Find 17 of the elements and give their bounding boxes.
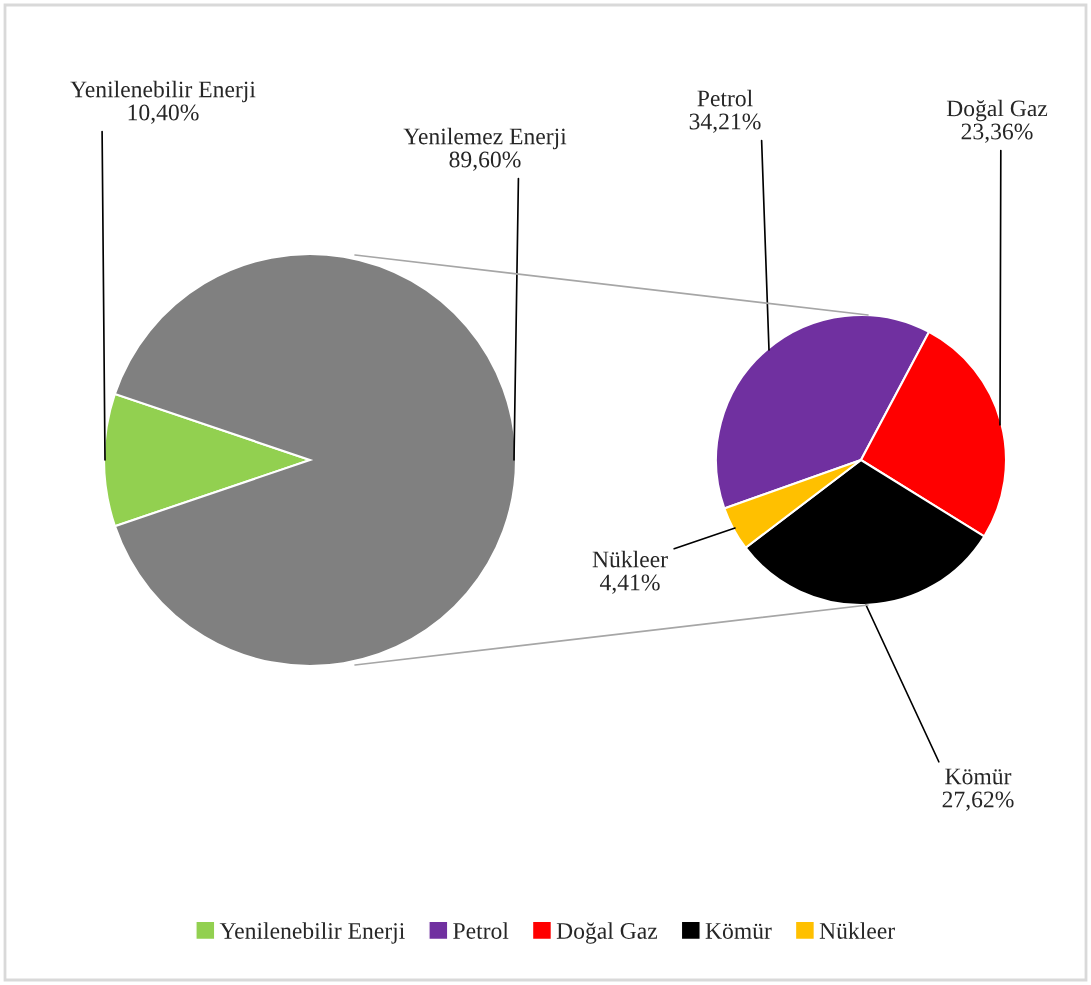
slice-label: Kömür <box>945 768 1012 785</box>
slice-label: Yenilenebilir Enerji <box>70 80 256 103</box>
legend-label: Kömür <box>705 923 772 939</box>
slice-label: Nükleer <box>592 550 668 568</box>
legend-label: Yenilenebilir Enerji <box>219 922 405 944</box>
data-label: 34,21% <box>689 113 761 133</box>
slice-label: Petrol <box>697 89 753 107</box>
data-label: 27,62% <box>942 791 1014 811</box>
slice-label: Doğal Gaz <box>946 99 1048 122</box>
data-label: 23,36% <box>961 123 1033 143</box>
data-label: 89,60% <box>449 151 521 171</box>
legend-label: Nükleer <box>819 922 895 939</box>
legend-label: Doğal Gaz <box>556 922 658 944</box>
data-label: 10,40% <box>128 104 199 124</box>
data-label: 4,41% <box>599 574 660 594</box>
legend-label: Petrol <box>453 922 509 939</box>
slice-label: Yenilemez Enerji <box>403 127 567 150</box>
